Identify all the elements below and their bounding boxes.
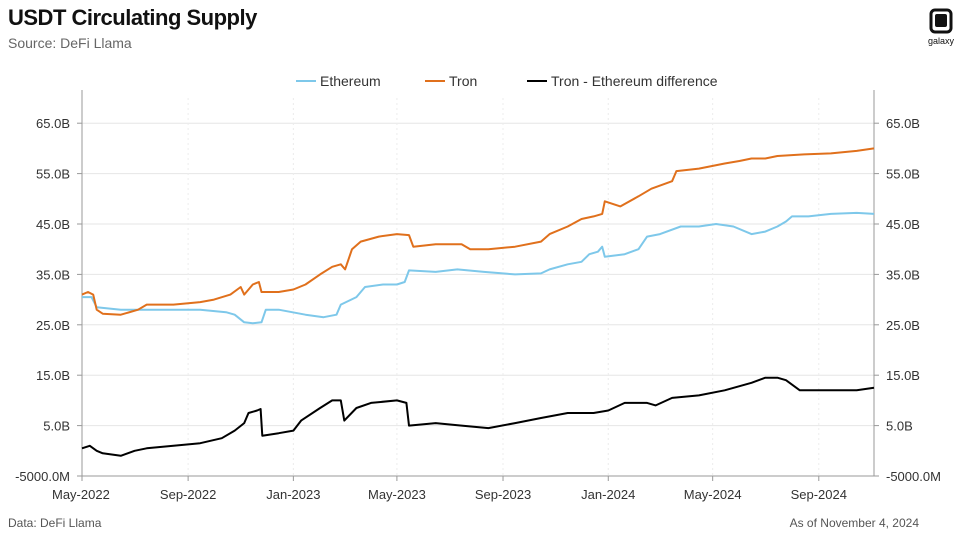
legend-label: Tron	[449, 73, 477, 89]
chart-subtitle: Source: DeFi Llama	[8, 35, 132, 51]
grid-layer	[81, 98, 874, 477]
series-line-tron-ethereum-difference	[81, 376, 875, 457]
y-tick-label-left: 65.0B	[36, 116, 70, 131]
legend-label: Tron - Ethereum difference	[551, 73, 718, 89]
x-tick-label: May-2024	[684, 487, 742, 502]
y-tick-label-right: -5000.0M	[886, 469, 941, 484]
y-tick-label-right: 45.0B	[886, 217, 920, 232]
series-line-ethereum	[82, 211, 875, 325]
x-tick-label: Jan-2023	[266, 487, 320, 502]
y-tick-label-left: 25.0B	[36, 318, 70, 333]
y-tick-label-left: 15.0B	[36, 368, 70, 383]
legend: Ethereum Tron Tron - Ethereum difference	[296, 73, 718, 89]
y-tick-label-right: 65.0B	[886, 116, 920, 131]
y-tick-label-left: 35.0B	[36, 267, 70, 282]
y-tick-label-left: 45.0B	[36, 217, 70, 232]
axis-layer: 65.0B 65.0B 55.0B 55.0B 45.0B 45.0B 35.0B 35.0B…	[15, 90, 941, 502]
x-tick-label: Sep-2022	[160, 487, 216, 502]
y-tick-label-right: 15.0B	[886, 368, 920, 383]
x-tick-label: Jan-2024	[581, 487, 635, 502]
y-tick-label-right: 25.0B	[886, 318, 920, 333]
chart-title: USDT Circulating Supply	[8, 5, 257, 30]
y-tick-label-right: 35.0B	[886, 267, 920, 282]
series-layer	[81, 147, 875, 457]
y-tick-label-left: 55.0B	[36, 167, 70, 182]
x-tick-label: Sep-2024	[791, 487, 847, 502]
logo-text: galaxy	[927, 36, 954, 46]
legend-label: Ethereum	[320, 73, 381, 89]
y-tick-label-left: -5000.0M	[15, 469, 70, 484]
y-tick-label-right: 55.0B	[886, 167, 920, 182]
footer-data-source: Data: DeFi Llama	[8, 516, 102, 530]
y-tick-label-right: 5.0B	[886, 419, 913, 434]
x-tick-label: May-2023	[368, 487, 426, 502]
x-tick-label: May-2022	[52, 487, 110, 502]
series-line-tron	[81, 147, 875, 316]
footer-as-of-date: As of November 4, 2024	[789, 516, 919, 530]
galaxy-logo: galaxy	[924, 8, 958, 46]
x-tick-label: Sep-2023	[475, 487, 531, 502]
galaxy-logo-icon	[929, 8, 953, 34]
y-tick-label-left: 5.0B	[43, 419, 70, 434]
